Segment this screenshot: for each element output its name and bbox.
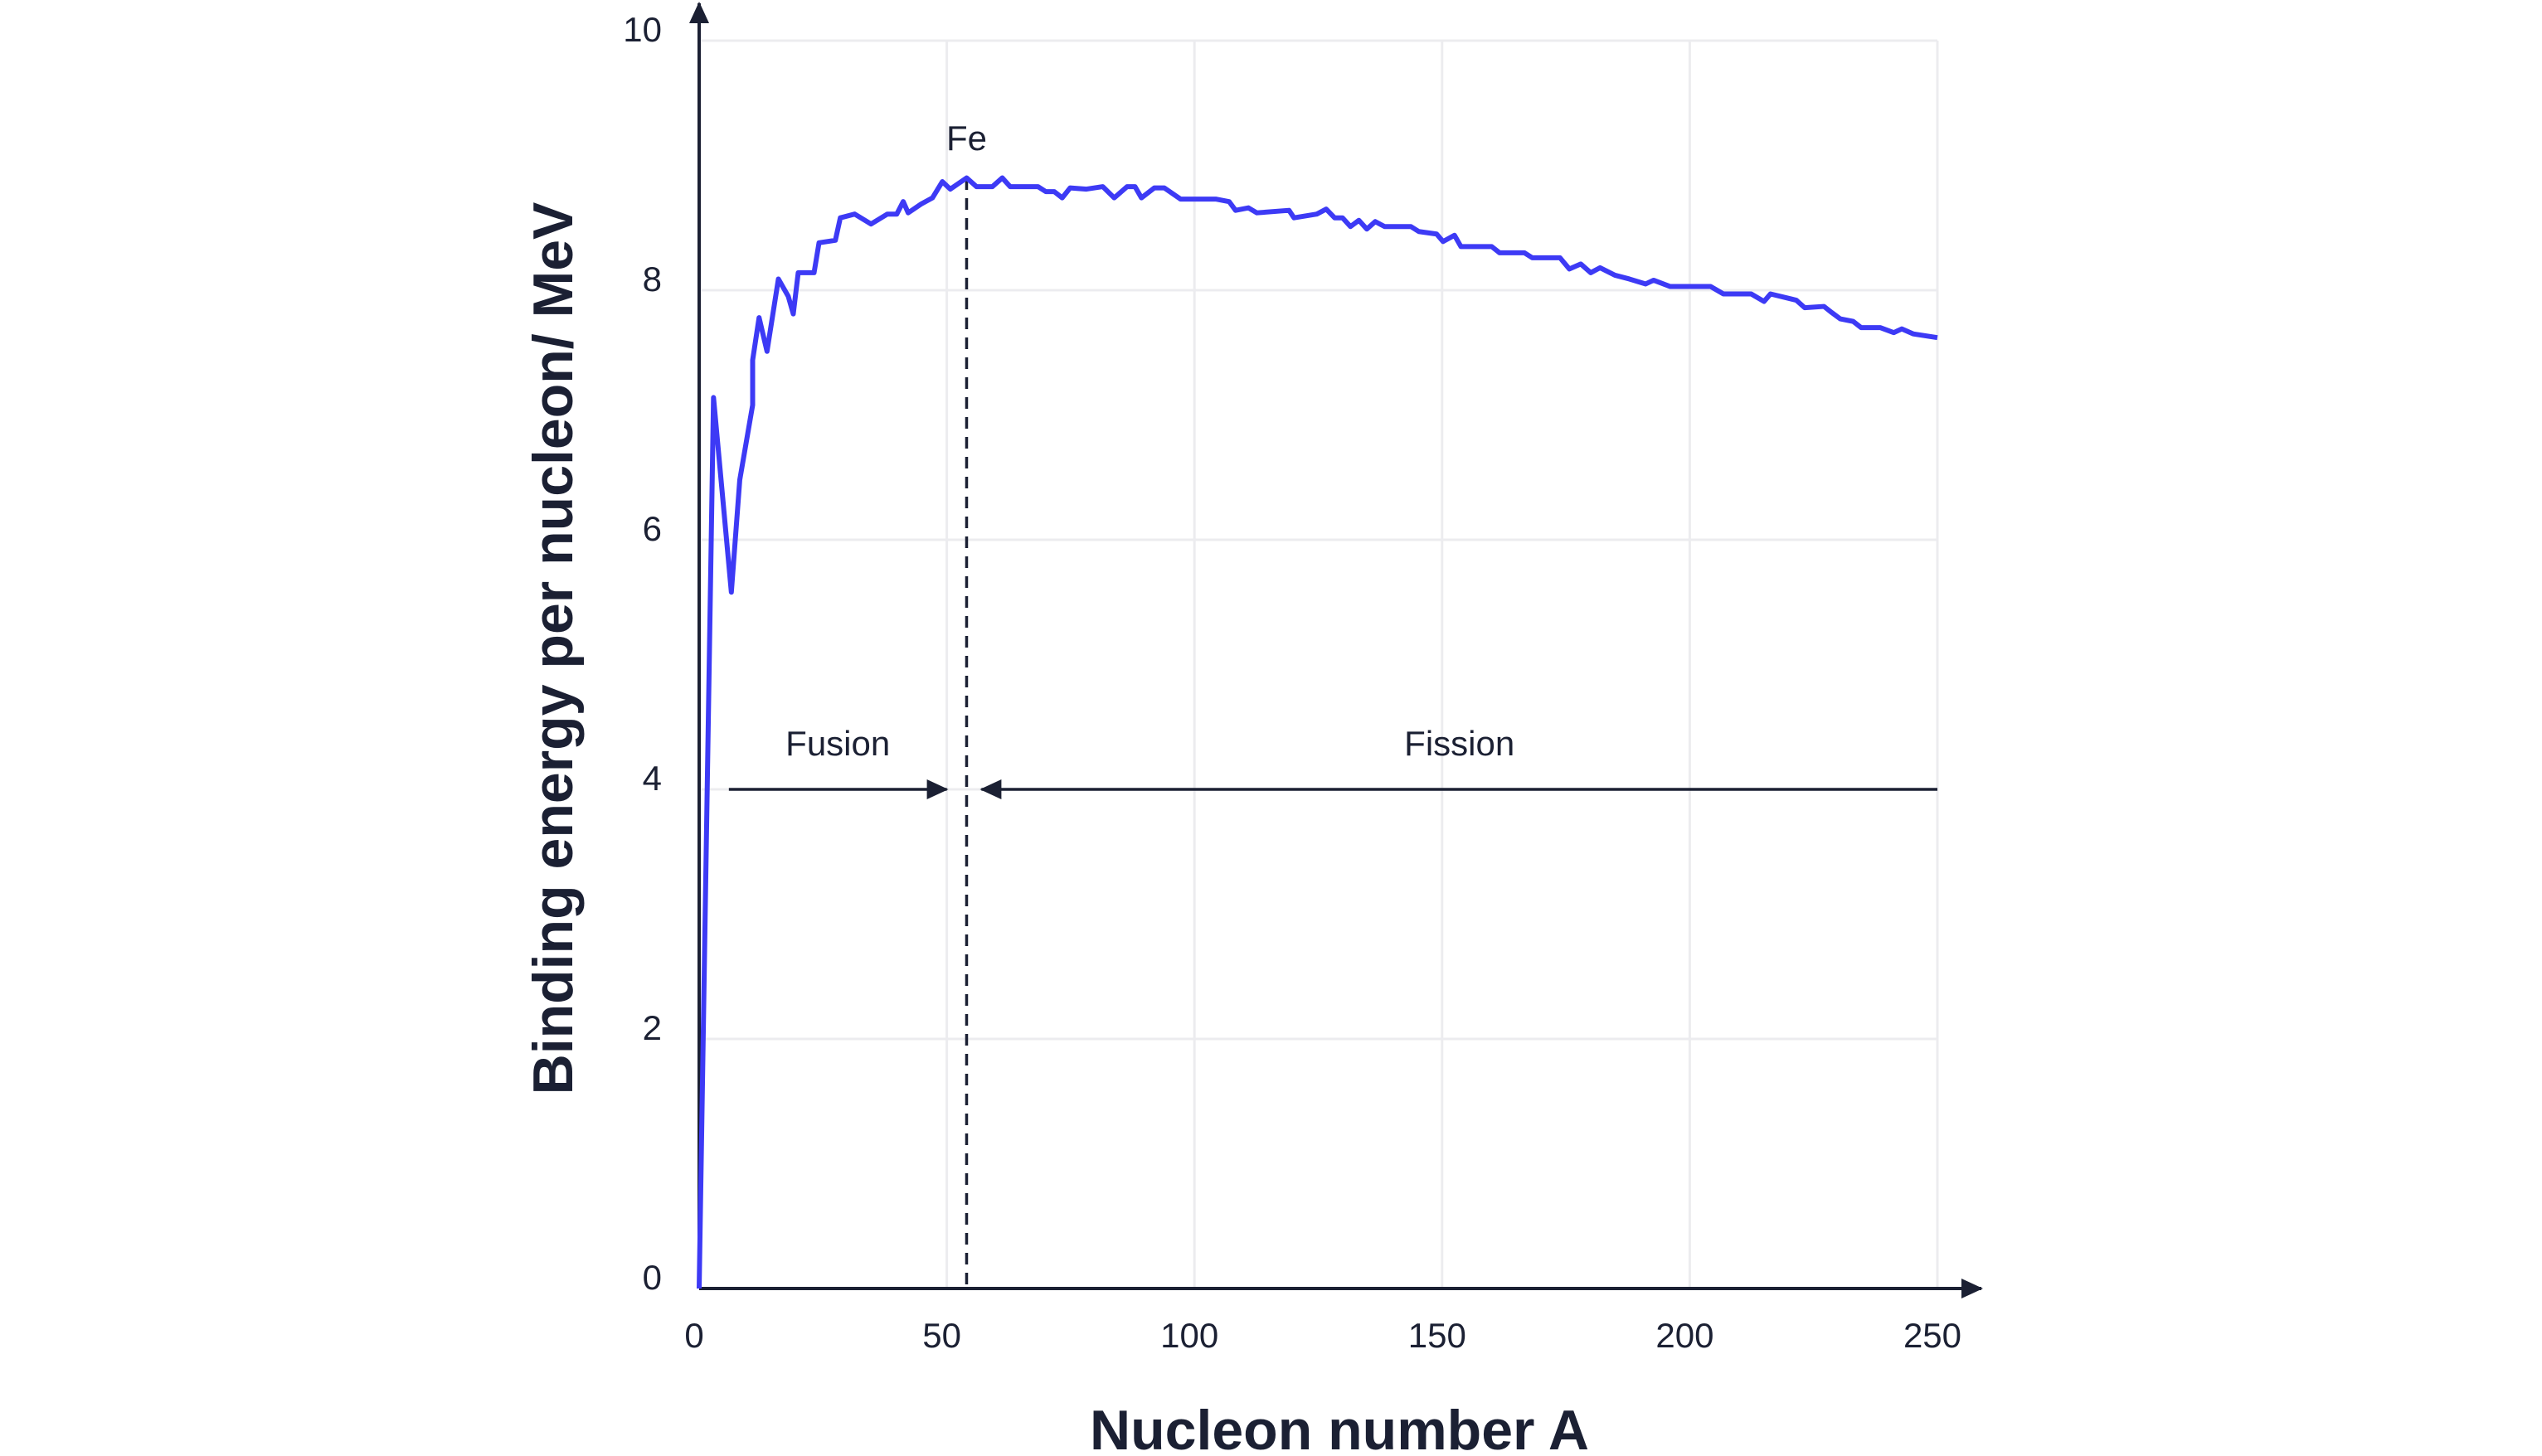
y-tick-label: 10	[623, 10, 662, 49]
x-tick-label: 150	[1408, 1316, 1466, 1355]
region-label: Fission	[1404, 724, 1514, 763]
x-tick-label: 50	[922, 1316, 961, 1355]
region-label: Fusion	[785, 724, 890, 763]
x-axis-title: Nucleon number A	[1090, 1399, 1589, 1456]
x-tick-label: 100	[1160, 1316, 1218, 1355]
y-axis-title: Binding energy per nucleon/ MeV	[522, 202, 585, 1095]
y-tick-label: 8	[643, 260, 662, 298]
y-tick-label: 2	[643, 1008, 662, 1047]
x-tick-label: 250	[1903, 1316, 1961, 1355]
y-tick-label: 6	[643, 509, 662, 548]
x-tick-label: 0	[684, 1316, 703, 1355]
data-line	[697, 175, 1938, 1289]
fe-label: Fe	[946, 119, 987, 158]
y-tick-label: 0	[643, 1258, 662, 1297]
y-tick-label: 4	[643, 759, 662, 798]
x-tick-label: 200	[1655, 1316, 1713, 1355]
